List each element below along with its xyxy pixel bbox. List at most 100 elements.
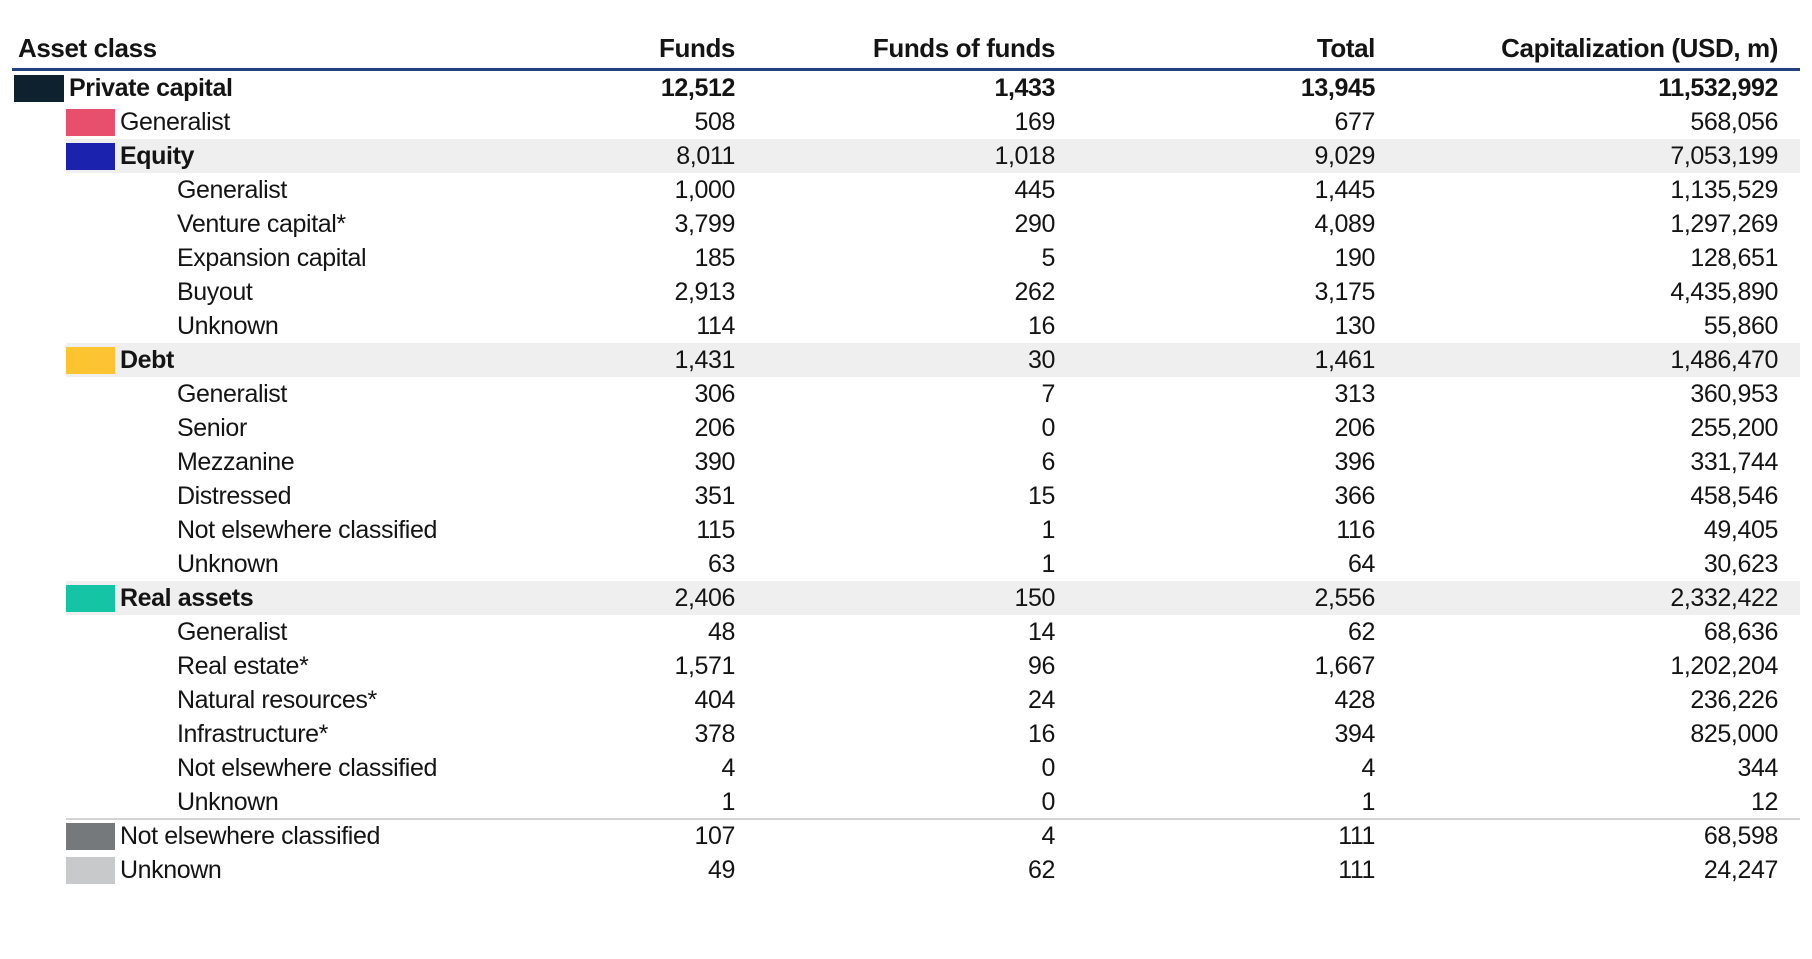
- asset-class-label: Generalist: [120, 107, 230, 136]
- asset-class-label: Unknown: [177, 549, 279, 578]
- value-cell: 3,799: [674, 209, 735, 238]
- table-header: Asset class Funds Funds of funds Total C…: [0, 22, 1812, 68]
- table-row: Equity 8,011 1,018 9,029 7,053,199: [0, 139, 1812, 173]
- value-cell: 428: [1334, 685, 1375, 714]
- value-cell: 1,461: [1314, 345, 1375, 374]
- value-cell: 185: [694, 243, 735, 272]
- asset-class-label: Senior: [177, 413, 247, 442]
- value-cell: 15: [1027, 481, 1055, 510]
- value-cell: 0: [1041, 753, 1055, 782]
- value-cell: 255,200: [1690, 413, 1778, 442]
- asset-class-label: Real assets: [120, 583, 254, 612]
- value-cell: 2,406: [674, 583, 735, 612]
- table-row: Natural resources* 404 24 428 236,226: [0, 683, 1812, 717]
- value-cell: 116: [1336, 515, 1375, 544]
- value-cell: 366: [1334, 481, 1375, 510]
- asset-class-label: Venture capital*: [177, 209, 346, 238]
- value-cell: 404: [694, 685, 735, 714]
- table-row: Unknown 49 62 111 24,247: [0, 853, 1812, 887]
- category-swatch: [66, 142, 115, 170]
- table-row: Unknown 114 16 130 55,860: [0, 309, 1812, 343]
- asset-class-label: Distressed: [177, 481, 292, 510]
- asset-class-label: Debt: [120, 345, 174, 374]
- asset-class-label: Buyout: [177, 277, 253, 306]
- value-cell: 1,667: [1314, 651, 1375, 680]
- value-cell: 49: [707, 855, 735, 884]
- table-row: Venture capital* 3,799 290 4,089 1,297,2…: [0, 207, 1812, 241]
- table-row: Mezzanine 390 6 396 331,744: [0, 445, 1812, 479]
- value-cell: 1,571: [674, 651, 735, 680]
- column-header-funds: Funds: [659, 33, 735, 63]
- value-cell: 262: [1014, 277, 1055, 306]
- value-cell: 1,445: [1314, 175, 1375, 204]
- asset-class-label: Private capital: [69, 73, 233, 102]
- value-cell: 62: [1027, 855, 1055, 884]
- asset-class-label: Expansion capital: [177, 243, 367, 272]
- value-cell: 128,651: [1690, 243, 1778, 272]
- value-cell: 4: [1041, 821, 1055, 850]
- table-row: Buyout 2,913 262 3,175 4,435,890: [0, 275, 1812, 309]
- value-cell: 1: [1041, 549, 1055, 578]
- value-cell: 0: [1041, 413, 1055, 442]
- value-cell: 236,226: [1690, 685, 1778, 714]
- value-cell: 64: [1347, 549, 1375, 578]
- asset-class-label: Not elsewhere classified: [177, 753, 437, 782]
- table-row: Expansion capital 185 5 190 128,651: [0, 241, 1812, 275]
- value-cell: 68,636: [1703, 617, 1778, 646]
- asset-class-label: Mezzanine: [177, 447, 295, 476]
- asset-class-label: Unknown: [177, 787, 279, 816]
- value-cell: 458,546: [1690, 481, 1778, 510]
- value-cell: 63: [707, 549, 735, 578]
- value-cell: 4: [1361, 753, 1375, 782]
- table-row: Debt 1,431 30 1,461 1,486,470: [0, 343, 1812, 377]
- category-swatch: [66, 108, 115, 136]
- value-cell: 1,431: [674, 345, 735, 374]
- value-cell: 1,433: [994, 73, 1055, 102]
- asset-class-label: Natural resources*: [177, 685, 377, 714]
- value-cell: 24,247: [1703, 855, 1778, 884]
- value-cell: 206: [1334, 413, 1375, 442]
- table-row: Real estate* 1,571 96 1,667 1,202,204: [0, 649, 1812, 683]
- value-cell: 150: [1014, 583, 1055, 612]
- header-rule: [12, 68, 1800, 71]
- table-row: Unknown 63 1 64 30,623: [0, 547, 1812, 581]
- value-cell: 1,486,470: [1670, 345, 1778, 374]
- value-cell: 351: [694, 481, 735, 510]
- value-cell: 568,056: [1690, 107, 1778, 136]
- value-cell: 3,175: [1314, 277, 1375, 306]
- asset-class-label: Generalist: [177, 617, 287, 646]
- value-cell: 114: [696, 311, 735, 340]
- value-cell: 11,532,992: [1658, 73, 1778, 102]
- asset-class-table: Asset class Funds Funds of funds Total C…: [0, 22, 1812, 887]
- value-cell: 2,556: [1314, 583, 1375, 612]
- category-swatch: [66, 584, 115, 612]
- table-row: Not elsewhere classified 115 1 116 49,40…: [0, 513, 1812, 547]
- value-cell: 344: [1737, 753, 1778, 782]
- value-cell: 96: [1027, 651, 1055, 680]
- value-cell: 49,405: [1703, 515, 1778, 544]
- value-cell: 394: [1334, 719, 1375, 748]
- value-cell: 331,744: [1690, 447, 1778, 476]
- value-cell: 9,029: [1314, 141, 1375, 170]
- column-header-capitalization: Capitalization (USD, m): [1501, 33, 1778, 63]
- table-row: Not elsewhere classified 107 4 111 68,59…: [0, 818, 1812, 853]
- asset-class-label: Infrastructure*: [177, 719, 329, 748]
- value-cell: 6: [1041, 447, 1055, 476]
- value-cell: 825,000: [1690, 719, 1778, 748]
- table-row: Generalist 1,000 445 1,445 1,135,529: [0, 173, 1812, 207]
- value-cell: 30,623: [1703, 549, 1778, 578]
- value-cell: 2,913: [674, 277, 735, 306]
- asset-class-label: Unknown: [120, 855, 222, 884]
- value-cell: 508: [694, 107, 735, 136]
- table-body: Private capital 12,512 1,433 13,945 11,5…: [0, 71, 1812, 887]
- table-row: Senior 206 0 206 255,200: [0, 411, 1812, 445]
- value-cell: 360,953: [1690, 379, 1778, 408]
- table-row: Generalist 306 7 313 360,953: [0, 377, 1812, 411]
- value-cell: 68,598: [1703, 821, 1778, 850]
- value-cell: 313: [1334, 379, 1375, 408]
- asset-class-label: Generalist: [177, 175, 287, 204]
- value-cell: 30: [1027, 345, 1055, 374]
- value-cell: 390: [694, 447, 735, 476]
- value-cell: 16: [1027, 719, 1055, 748]
- value-cell: 378: [694, 719, 735, 748]
